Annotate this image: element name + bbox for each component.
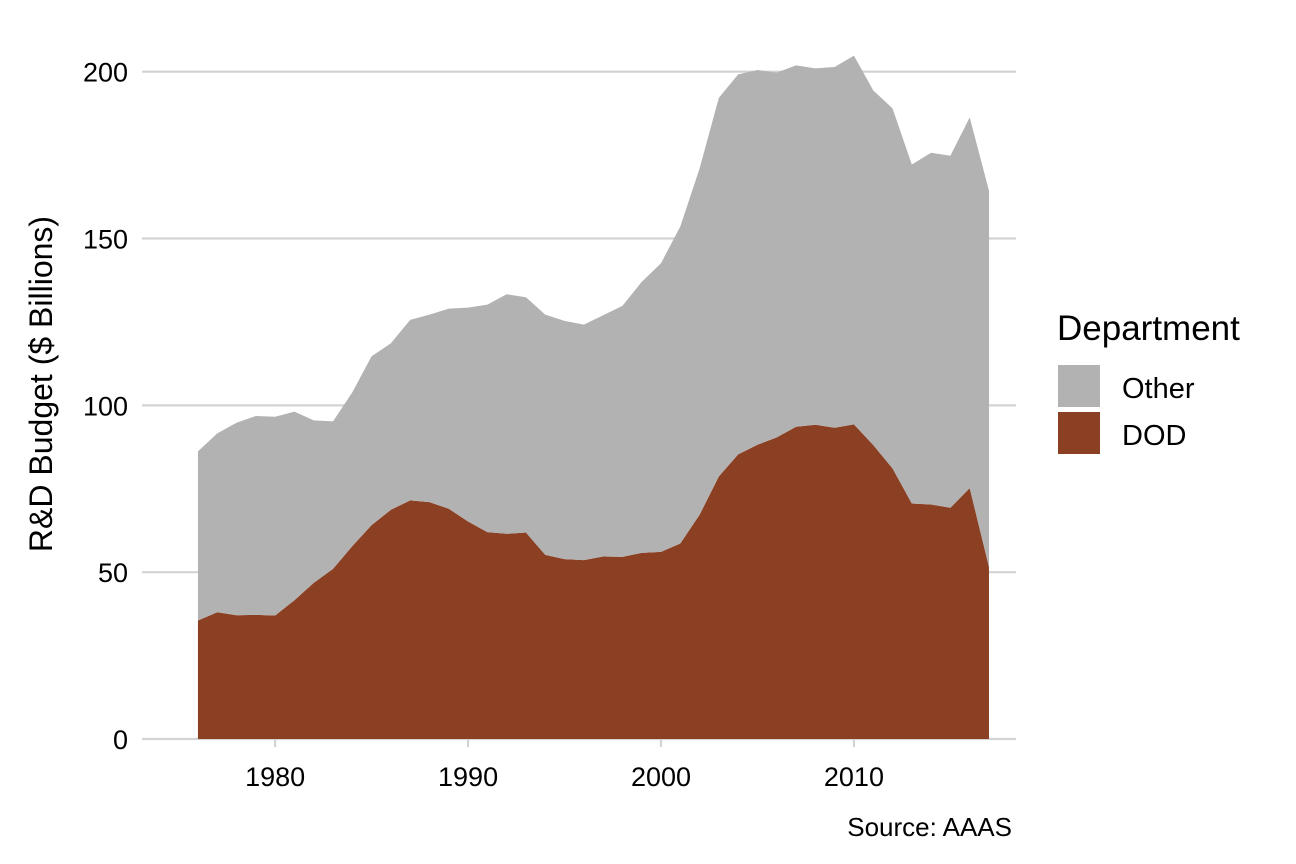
legend-title: Department bbox=[1057, 309, 1240, 348]
y-tick-label: 200 bbox=[83, 58, 128, 88]
area-series bbox=[197, 55, 989, 739]
axes: 0 50 100 150 200 1980 1990 2000 2010 bbox=[83, 58, 884, 792]
y-tick-label: 150 bbox=[83, 225, 128, 255]
legend-label-other: Other bbox=[1122, 373, 1195, 405]
x-tick-label: 2000 bbox=[631, 762, 691, 792]
x-tick-label: 1990 bbox=[438, 762, 498, 792]
area-other bbox=[197, 55, 989, 621]
legend-label-dod: DOD bbox=[1122, 420, 1186, 452]
legend-swatch-dod bbox=[1058, 412, 1100, 454]
source-caption: Source: AAAS bbox=[847, 812, 1012, 842]
y-axis-title: R&D Budget ($ Billions) bbox=[23, 216, 59, 552]
legend-swatch-other bbox=[1058, 365, 1100, 407]
area-dod bbox=[197, 424, 989, 739]
y-tick-label: 100 bbox=[83, 391, 128, 421]
x-tick-label: 2010 bbox=[824, 762, 884, 792]
x-tick-label: 1980 bbox=[245, 762, 305, 792]
legend: Department Other DOD bbox=[1057, 309, 1240, 454]
y-tick-label: 50 bbox=[98, 558, 128, 588]
y-tick-label: 0 bbox=[113, 725, 128, 755]
